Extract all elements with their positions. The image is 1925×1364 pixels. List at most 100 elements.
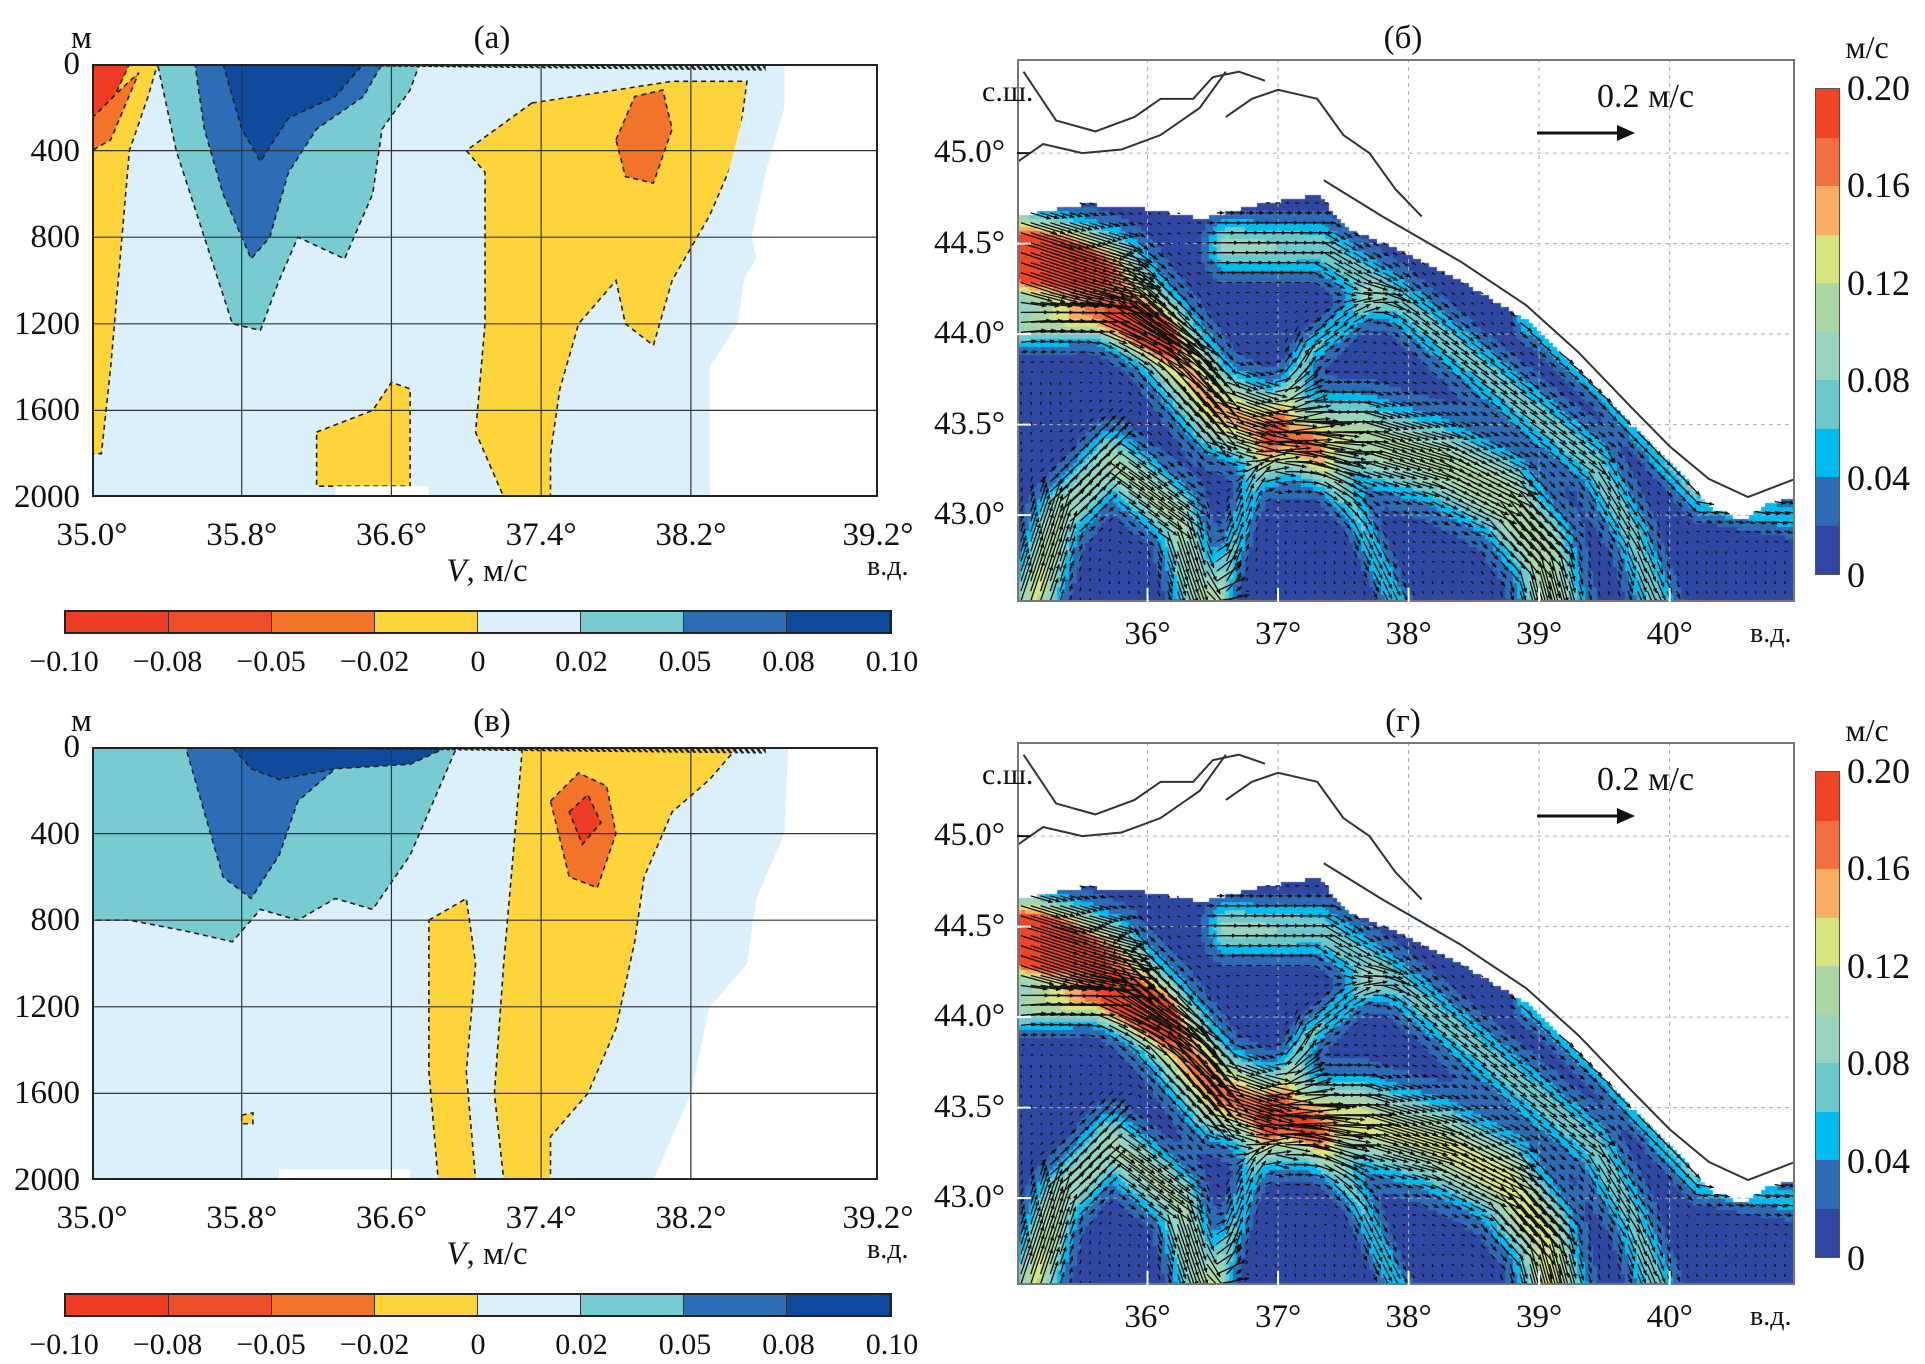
- velocity-arrow: [1559, 1084, 1568, 1092]
- velocity-arrow: [1245, 361, 1254, 366]
- velocity-arrow: [1236, 371, 1252, 378]
- velocity-arrow: [1421, 1044, 1428, 1050]
- velocity-arrow: [1372, 1243, 1383, 1263]
- velocity-arrow: [1646, 1184, 1652, 1190]
- velocity-arrow: [1020, 1151, 1023, 1155]
- velocity-arrow: [1284, 1254, 1287, 1258]
- velocity-arrow: [1627, 1154, 1633, 1162]
- velocity-arrow: [1607, 580, 1611, 586]
- velocity-arrow: [1431, 570, 1435, 573]
- velocity-arrow: [1412, 390, 1419, 395]
- velocity-arrow: [1412, 441, 1443, 452]
- y-tick-label: 1600: [14, 392, 80, 429]
- velocity-arrow: [1196, 271, 1202, 275]
- velocity-arrow: [1461, 411, 1469, 416]
- velocity-arrow: [1108, 506, 1115, 512]
- velocity-arrow: [1421, 311, 1440, 325]
- velocity-arrow: [1500, 471, 1527, 485]
- velocity-arrow: [1196, 1144, 1203, 1152]
- velocity-arrow: [1098, 527, 1104, 532]
- velocity-arrow: [1715, 519, 1724, 525]
- colorbar-bin: [478, 1295, 581, 1315]
- velocity-arrow: [1157, 1144, 1169, 1153]
- velocity-arrow: [1402, 1253, 1406, 1259]
- velocity-arrow: [1656, 1154, 1666, 1164]
- velocity-arrow: [1500, 321, 1504, 325]
- velocity-arrow: [1020, 477, 1023, 482]
- velocity-arrow: [1235, 1024, 1241, 1030]
- velocity-arrow: [1108, 1034, 1120, 1042]
- velocity-arrow: [1089, 525, 1096, 532]
- velocity-arrow: [1059, 438, 1064, 443]
- velocity-arrow: [1588, 1184, 1596, 1194]
- velocity-arrow: [1646, 481, 1651, 486]
- velocity-arrow: [1392, 291, 1412, 304]
- velocity-arrow: [1607, 431, 1615, 437]
- velocity-arrow: [1686, 541, 1689, 545]
- velocity-arrow: [1167, 491, 1191, 509]
- velocity-arrow: [1059, 391, 1062, 395]
- velocity-arrow: [1098, 503, 1109, 512]
- velocity-arrow: [1470, 1213, 1483, 1221]
- velocity-arrow: [1294, 1224, 1297, 1228]
- velocity-arrow: [1549, 401, 1562, 411]
- velocity-arrow: [1627, 1273, 1633, 1284]
- velocity-arrow: [1040, 458, 1044, 463]
- velocity-arrow: [1128, 540, 1132, 545]
- velocity-arrow: [1656, 1164, 1663, 1170]
- velocity-arrow: [1157, 1273, 1161, 1280]
- velocity-arrow: [1108, 1082, 1113, 1086]
- velocity-arrow: [1734, 1234, 1737, 1238]
- velocity-arrow: [1470, 421, 1480, 427]
- velocity-arrow: [1539, 1124, 1552, 1134]
- velocity-arrow: [1578, 411, 1586, 417]
- velocity-arrow: [1235, 1268, 1243, 1275]
- velocity-arrow: [1617, 1114, 1625, 1122]
- velocity-arrow: [1333, 222, 1342, 228]
- velocity-arrow: [1333, 520, 1339, 526]
- velocity-arrow: [1382, 242, 1388, 246]
- velocity-arrow: [1706, 530, 1710, 533]
- velocity-arrow: [1392, 361, 1397, 365]
- velocity-arrow: [1412, 421, 1433, 429]
- velocity-arrow: [1451, 984, 1457, 990]
- velocity-arrow: [1196, 1134, 1206, 1145]
- velocity-arrow: [1255, 558, 1258, 562]
- velocity-arrow: [1451, 965, 1455, 968]
- velocity-arrow: [1646, 541, 1655, 557]
- velocity-arrow: [1529, 461, 1538, 471]
- velocity-arrow: [1118, 510, 1127, 518]
- velocity-arrow: [1422, 1233, 1426, 1237]
- velocity-arrow: [1431, 1233, 1436, 1237]
- velocity-arrow: [1265, 581, 1268, 585]
- velocity-arrow: [1343, 242, 1358, 251]
- colorbar-bin: [375, 1295, 478, 1315]
- velocity-arrow: [1245, 311, 1249, 315]
- velocity-arrow: [1676, 491, 1687, 502]
- velocity-arrow: [1666, 1234, 1670, 1241]
- velocity-arrow: [1138, 1114, 1144, 1120]
- velocity-arrow: [1519, 381, 1534, 392]
- velocity-arrow: [1725, 1273, 1728, 1278]
- velocity-arrow: [1490, 341, 1499, 348]
- velocity-arrow: [1451, 500, 1471, 512]
- velocity-arrow: [1206, 291, 1211, 296]
- velocity-arrow: [1441, 391, 1448, 395]
- velocity-arrow: [1392, 431, 1422, 442]
- velocity-arrow: [1177, 925, 1181, 928]
- velocity-arrow: [1147, 232, 1154, 237]
- velocity-arrow: [1421, 351, 1431, 359]
- velocity-arrow: [1088, 567, 1092, 572]
- velocity-arrow: [1245, 381, 1265, 390]
- y-tick-label: 0: [63, 46, 81, 82]
- velocity-arrow: [1138, 540, 1143, 545]
- velocity-arrow: [1500, 1064, 1519, 1079]
- velocity-arrow: [1157, 461, 1169, 470]
- velocity-arrow: [1245, 1014, 1250, 1017]
- velocity-arrow: [1696, 1223, 1700, 1226]
- velocity-arrow: [1108, 415, 1117, 423]
- velocity-arrow: [1353, 419, 1386, 425]
- velocity-arrow: [1157, 510, 1183, 530]
- velocity-arrow: [1617, 1154, 1626, 1167]
- velocity-arrow: [1568, 1164, 1576, 1170]
